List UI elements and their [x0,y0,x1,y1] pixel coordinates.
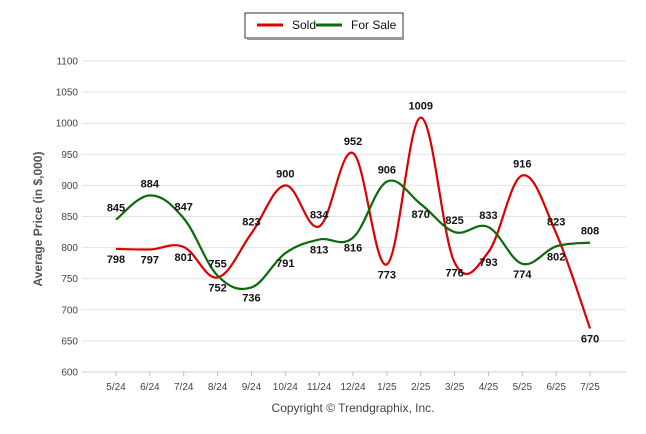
sold-data-label: 797 [141,254,159,266]
sold-data-label: 776 [445,268,463,280]
for-sale-data-label: 833 [479,210,497,222]
x-axis-ticks: 5/24 6/24 7/24 8/24 9/24 10/24 11/24 12/24 1/25 2… [106,372,600,393]
for-sale-data-label: 808 [581,226,599,238]
x-tick-label: 1/25 [377,382,397,393]
x-tick-label: 9/24 [242,382,262,393]
y-tick-label: 1050 [56,88,79,99]
sold-data-label: 773 [378,269,396,281]
legend-sold-label[interactable]: Sold [292,18,316,32]
sold-data-label: 793 [479,257,497,269]
for-sale-data-label: 825 [445,215,463,227]
x-tick-label: 5/25 [513,382,533,393]
sold-data-label: 801 [175,252,193,264]
x-tick-label: 2/25 [411,382,431,393]
y-tick-label: 800 [61,243,78,254]
for-sale-data-label: 802 [547,251,565,263]
legend: Sold For Sale [244,12,404,40]
for-sale-data-label: 845 [107,203,125,215]
y-tick-label: 850 [61,212,78,223]
x-tick-label: 7/25 [580,382,600,393]
for-sale-data-label: 884 [141,178,160,190]
for-sale-data-label: 736 [242,292,260,304]
y-tick-label: 700 [61,305,78,316]
x-tick-label: 6/25 [546,382,566,393]
sold-data-label: 798 [107,254,125,266]
for-sale-data-label: 791 [276,258,294,270]
x-tick-label: 12/24 [341,382,366,393]
for-sale-data-label: 774 [513,269,532,281]
for-sale-data-label: 847 [175,201,193,213]
x-tick-label: 6/24 [140,382,160,393]
y-tick-label: 950 [61,150,78,161]
for-sale-data-label: 755 [208,259,226,271]
y-tick-label: 600 [61,368,78,379]
for-sale-data-label: 870 [412,209,430,221]
y-tick-label: 750 [61,274,78,285]
for-sale-data-label: 816 [344,243,362,255]
sold-data-label: 952 [344,136,362,148]
x-tick-label: 8/24 [208,382,228,393]
sold-data-label: 670 [581,333,599,345]
y-axis-ticks: 600 650 700 750 800 850 900 950 1000 1050 1100 [56,57,79,379]
y-axis-label: Average Price (in $,000) [31,152,45,287]
sold-data-label: 916 [513,158,531,170]
sold-data-label: 1009 [408,101,432,113]
for-sale-series-line[interactable] [115,179,591,291]
sold-series-line[interactable] [115,116,592,329]
y-tick-label: 1000 [56,119,79,130]
series-lines [115,116,592,329]
x-tick-label: 3/25 [445,382,465,393]
for-sale-data-label: 906 [378,165,396,177]
grid-lines [82,60,626,373]
y-tick-label: 900 [61,181,78,192]
x-tick-label: 10/24 [273,382,298,393]
y-tick-label: 650 [61,336,78,347]
y-tick-label: 1100 [56,57,78,68]
sold-data-label: 752 [208,282,226,294]
data-labels: 798 797 801 752 823 900 834 952 773 1009 776 793 916… [107,101,599,346]
sold-data-label: 900 [276,168,294,180]
sold-data-label: 823 [242,216,260,228]
sold-data-label: 823 [547,216,565,228]
for-sale-data-label: 813 [310,245,328,257]
x-tick-label: 7/24 [174,382,194,393]
x-tick-label: 5/24 [106,382,126,393]
copyright-footer: Copyright © Trendgraphix, Inc. [272,401,435,415]
sold-data-label: 834 [310,209,329,221]
x-tick-label: 4/25 [479,382,499,393]
legend-for-sale-label[interactable]: For Sale [351,18,397,32]
x-tick-label: 11/24 [307,382,332,393]
